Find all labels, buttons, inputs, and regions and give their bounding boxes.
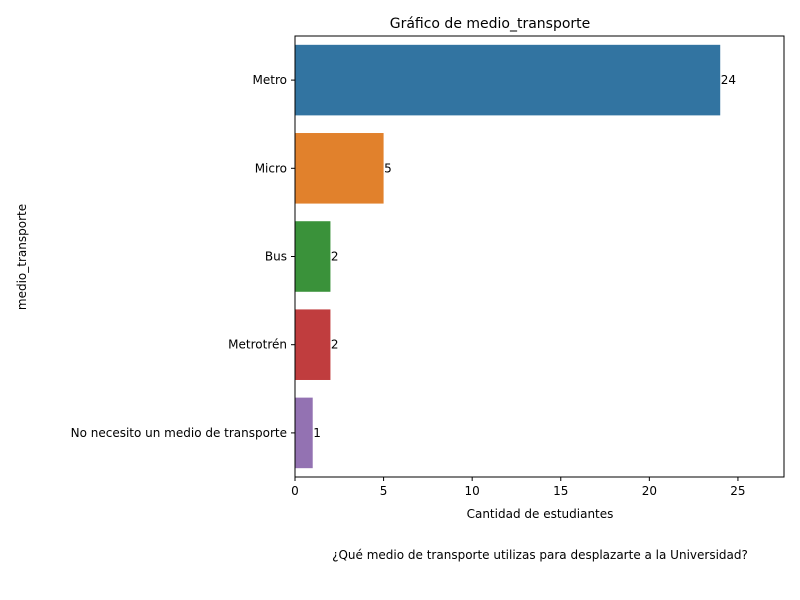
bar [295,397,313,469]
x-tick-label: 0 [291,484,299,498]
y-tick-label: Micro [255,161,287,175]
y-tick-label: Metrotrén [228,338,287,352]
bar-value-label: 2 [331,338,339,352]
bars-group: 24 5 2 2 1 [295,44,736,469]
y-tick-label: Bus [265,250,287,264]
x-tick-label: 15 [553,484,568,498]
bar-value-label: 2 [331,250,339,264]
plot-frame [294,35,785,478]
x-tick-label: 10 [465,484,480,498]
bar-value-label: 24 [721,73,736,87]
y-axis-label: medio_transporte [15,204,29,310]
bar-value-label: 1 [313,426,321,440]
x-tick-label: 5 [380,484,388,498]
y-tick-label: Metro [253,73,287,87]
figure-caption: ¿Qué medio de transporte utilizas para d… [332,548,748,562]
bar [295,221,331,292]
chart-title: Gráfico de medio_transporte [390,16,591,32]
bar [295,309,331,380]
y-axis: Metro Micro Bus Metrotrén No necesito un med… [71,73,295,440]
x-axis: 0 5 10 15 20 25 [291,477,746,498]
bar-value-label: 5 [384,161,392,175]
x-tick-label: 25 [730,484,745,498]
x-tick-label: 20 [642,484,657,498]
bar [295,44,721,116]
y-tick-label: No necesito un medio de transporte [71,426,287,440]
bar [295,133,384,204]
x-axis-label: Cantidad de estudiantes [467,507,614,521]
